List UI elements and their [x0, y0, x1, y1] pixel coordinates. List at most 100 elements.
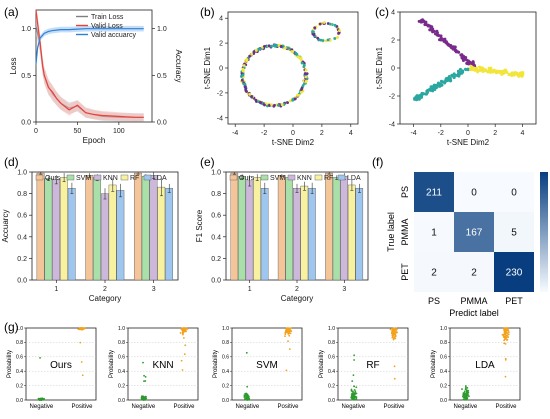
chart-d-xtick-label: 2 — [103, 286, 107, 293]
chart-b-point — [321, 39, 325, 42]
chart-e-legend-label: RF — [324, 175, 333, 182]
chart-g-knn-xtick-label: Negative — [132, 404, 156, 410]
chart-g-rf-positive-point — [393, 365, 396, 368]
chart-f-cell-value: 230 — [506, 268, 523, 279]
chart-e-bar — [245, 180, 254, 281]
chart-f-cell — [454, 212, 494, 252]
chart-g-knn-positive-point — [184, 330, 186, 333]
chart-b-point — [276, 104, 280, 107]
chart-b-point — [299, 57, 303, 61]
chart-f-ylabel: True label — [386, 212, 396, 252]
chart-c-ytick-label: -2 — [389, 94, 395, 101]
chart-a-legend-label: Valid Loss — [91, 23, 123, 30]
chart-g-knn-positive-point — [181, 327, 184, 330]
chart-g-svm-ytick-label: 0.8 — [222, 340, 229, 346]
chart-g-rf-negative-point — [351, 395, 354, 398]
chart-g-rf-negative-point — [350, 389, 353, 392]
chart-b-point — [254, 98, 258, 102]
chart-g-rf-negative-point — [355, 392, 358, 395]
chart-f-cell-value: 211 — [426, 188, 442, 199]
chart-g-rf-negative-point — [350, 396, 353, 399]
chart-c-point — [452, 45, 456, 49]
chart-a-legend-label: Valid accuarcy — [91, 32, 137, 39]
chart-b-point — [304, 75, 308, 79]
chart-g-lda-negative-point — [462, 393, 465, 395]
chart-c-point — [423, 23, 427, 27]
chart-g-rf-negative-point — [353, 389, 356, 391]
chart-g-rf-negative-point — [355, 398, 358, 401]
chart-g-lda-positive-point — [502, 333, 505, 336]
chart-b-point — [280, 103, 284, 106]
chart-c-point — [429, 88, 433, 92]
chart-g-lda-negative-point — [464, 394, 467, 397]
chart-e-legend-swatch — [287, 174, 296, 181]
chart-g-rf-ytick-label: 0.4 — [328, 369, 335, 375]
chart-b-ytick-label: 2 — [219, 41, 223, 48]
chart-c-xtick-label: 2 — [493, 130, 497, 137]
chart-c-xtick-label: 4 — [520, 130, 524, 137]
chart-c-point — [452, 72, 456, 76]
chart-g-ours-ytick-label: 0.0 — [16, 398, 23, 404]
chart-g-lda-model-label: LDA — [475, 360, 495, 371]
chart-g-lda-positive-point — [503, 327, 506, 329]
chart-g-lda-ytick-label: 1.0 — [440, 326, 447, 332]
chart-e-bar — [230, 172, 239, 281]
chart-g-lda-ytick-label: 0.2 — [440, 383, 447, 389]
chart-e-xtick-label: 3 — [342, 286, 346, 293]
chart-d-legend-swatch — [66, 174, 75, 181]
chart-b-point — [322, 21, 326, 24]
chart-g-lda-positive-point — [505, 329, 508, 332]
chart-f-cell-value: 167 — [466, 228, 483, 239]
chart-g-svm-positive-point — [288, 348, 291, 351]
chart-g-knn-positive-point — [184, 344, 187, 347]
chart-g-knn-positive-point — [186, 328, 189, 330]
chart-g-svm-negative-point — [245, 392, 248, 395]
chart-b-point — [272, 104, 276, 108]
chart-c-point — [475, 67, 479, 71]
chart-c-point — [494, 69, 498, 73]
chart-g-ours-xtick-label: Positive — [71, 404, 93, 410]
chart-b-xtick-label: 2 — [320, 130, 324, 137]
chart-g-svm-ytick-label: 0.4 — [222, 369, 229, 375]
chart-b-point — [244, 87, 248, 90]
chart-g-rf-ytick-label: 0.6 — [328, 355, 335, 361]
chart-e-bar — [300, 185, 309, 281]
chart-g-svm-ytick-label: 0.6 — [222, 355, 229, 361]
chart-b-point — [338, 29, 341, 32]
chart-d-ytick-label: 1.0 — [17, 170, 27, 177]
chart-g-rf-negative-point — [353, 359, 356, 361]
chart-g-rf-positive-point — [392, 338, 395, 341]
chart-b-ytick-label: 4 — [219, 16, 223, 23]
chart-g-lda-negative-point — [463, 392, 466, 394]
chart-g-svm-positive-point — [287, 329, 290, 332]
chart-c-point — [504, 68, 508, 72]
chart-e-bar — [332, 177, 341, 281]
chart-g-svm-ytick-label: 0.2 — [222, 383, 229, 389]
chart-g-lda-positive-point — [508, 331, 510, 334]
chart-g-knn-negative-point — [144, 380, 147, 382]
chart-d-xlabel: Category — [89, 294, 121, 303]
chart-b-point — [270, 103, 273, 107]
chart-b-point — [304, 68, 308, 72]
chart-g-knn-negative-point — [144, 375, 147, 378]
chart-c-point — [450, 73, 454, 77]
chart-g-rf-ytick-label: 0.2 — [328, 383, 335, 389]
chart-c-point — [439, 79, 443, 83]
chart-d-ytick-label: 0.4 — [17, 234, 27, 241]
chart-g-svm-model-label: SVM — [256, 360, 278, 371]
chart-g-svm-negative-point — [246, 396, 249, 399]
chart-b-point — [274, 44, 277, 48]
chart-c-point — [502, 71, 506, 75]
chart-e-xtick-label: 1 — [248, 286, 252, 293]
chart-d-bar — [85, 175, 94, 281]
chart-f-xtick-label: PET — [505, 296, 523, 306]
chart-d-legend-label: Ours — [45, 175, 61, 182]
chart-g-rf-negative-point — [354, 395, 357, 398]
chart-g-knn-ytick-label: 0.4 — [118, 369, 125, 375]
chart-g-ours-model-label: Ours — [50, 360, 72, 371]
chart-g-svm-xtick-label: Positive — [277, 404, 299, 410]
chart-e-ytick-label: 0.6 — [211, 213, 221, 220]
chart-e-legend-swatch — [229, 174, 238, 181]
chart-c-point — [434, 86, 438, 90]
chart-g-ours-positive-point — [80, 361, 83, 363]
